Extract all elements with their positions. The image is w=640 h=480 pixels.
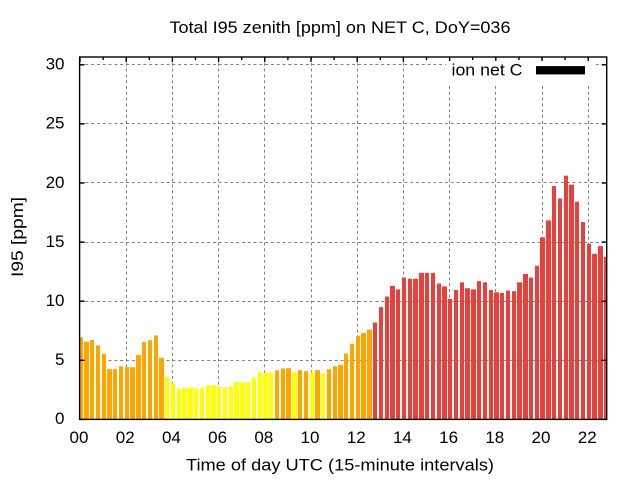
svg-text:14: 14 (393, 428, 412, 447)
svg-text:02: 02 (116, 428, 135, 447)
svg-text:Total I95 zenith [ppm] on NET: Total I95 zenith [ppm] on NET C, DoY=036 (170, 18, 511, 37)
svg-text:Time of day UTC (15-minute int: Time of day UTC (15-minute intervals) (186, 456, 494, 475)
svg-text:10: 10 (301, 428, 320, 447)
svg-text:12: 12 (347, 428, 366, 447)
svg-text:18: 18 (485, 428, 504, 447)
svg-text:00: 00 (70, 428, 89, 447)
svg-text:30: 30 (46, 55, 65, 74)
svg-text:25: 25 (46, 114, 65, 133)
svg-text:I95 [ppm]: I95 [ppm] (8, 197, 27, 277)
svg-text:0: 0 (55, 409, 64, 428)
svg-text:06: 06 (208, 428, 227, 447)
svg-text:ion net C: ion net C (452, 61, 523, 80)
svg-text:20: 20 (532, 428, 551, 447)
svg-text:15: 15 (46, 232, 65, 251)
svg-text:10: 10 (46, 291, 65, 310)
svg-text:16: 16 (439, 428, 458, 447)
svg-text:08: 08 (254, 428, 273, 447)
svg-text:5: 5 (55, 350, 64, 369)
svg-text:04: 04 (162, 428, 181, 447)
svg-text:22: 22 (578, 428, 597, 447)
svg-text:20: 20 (46, 173, 65, 192)
